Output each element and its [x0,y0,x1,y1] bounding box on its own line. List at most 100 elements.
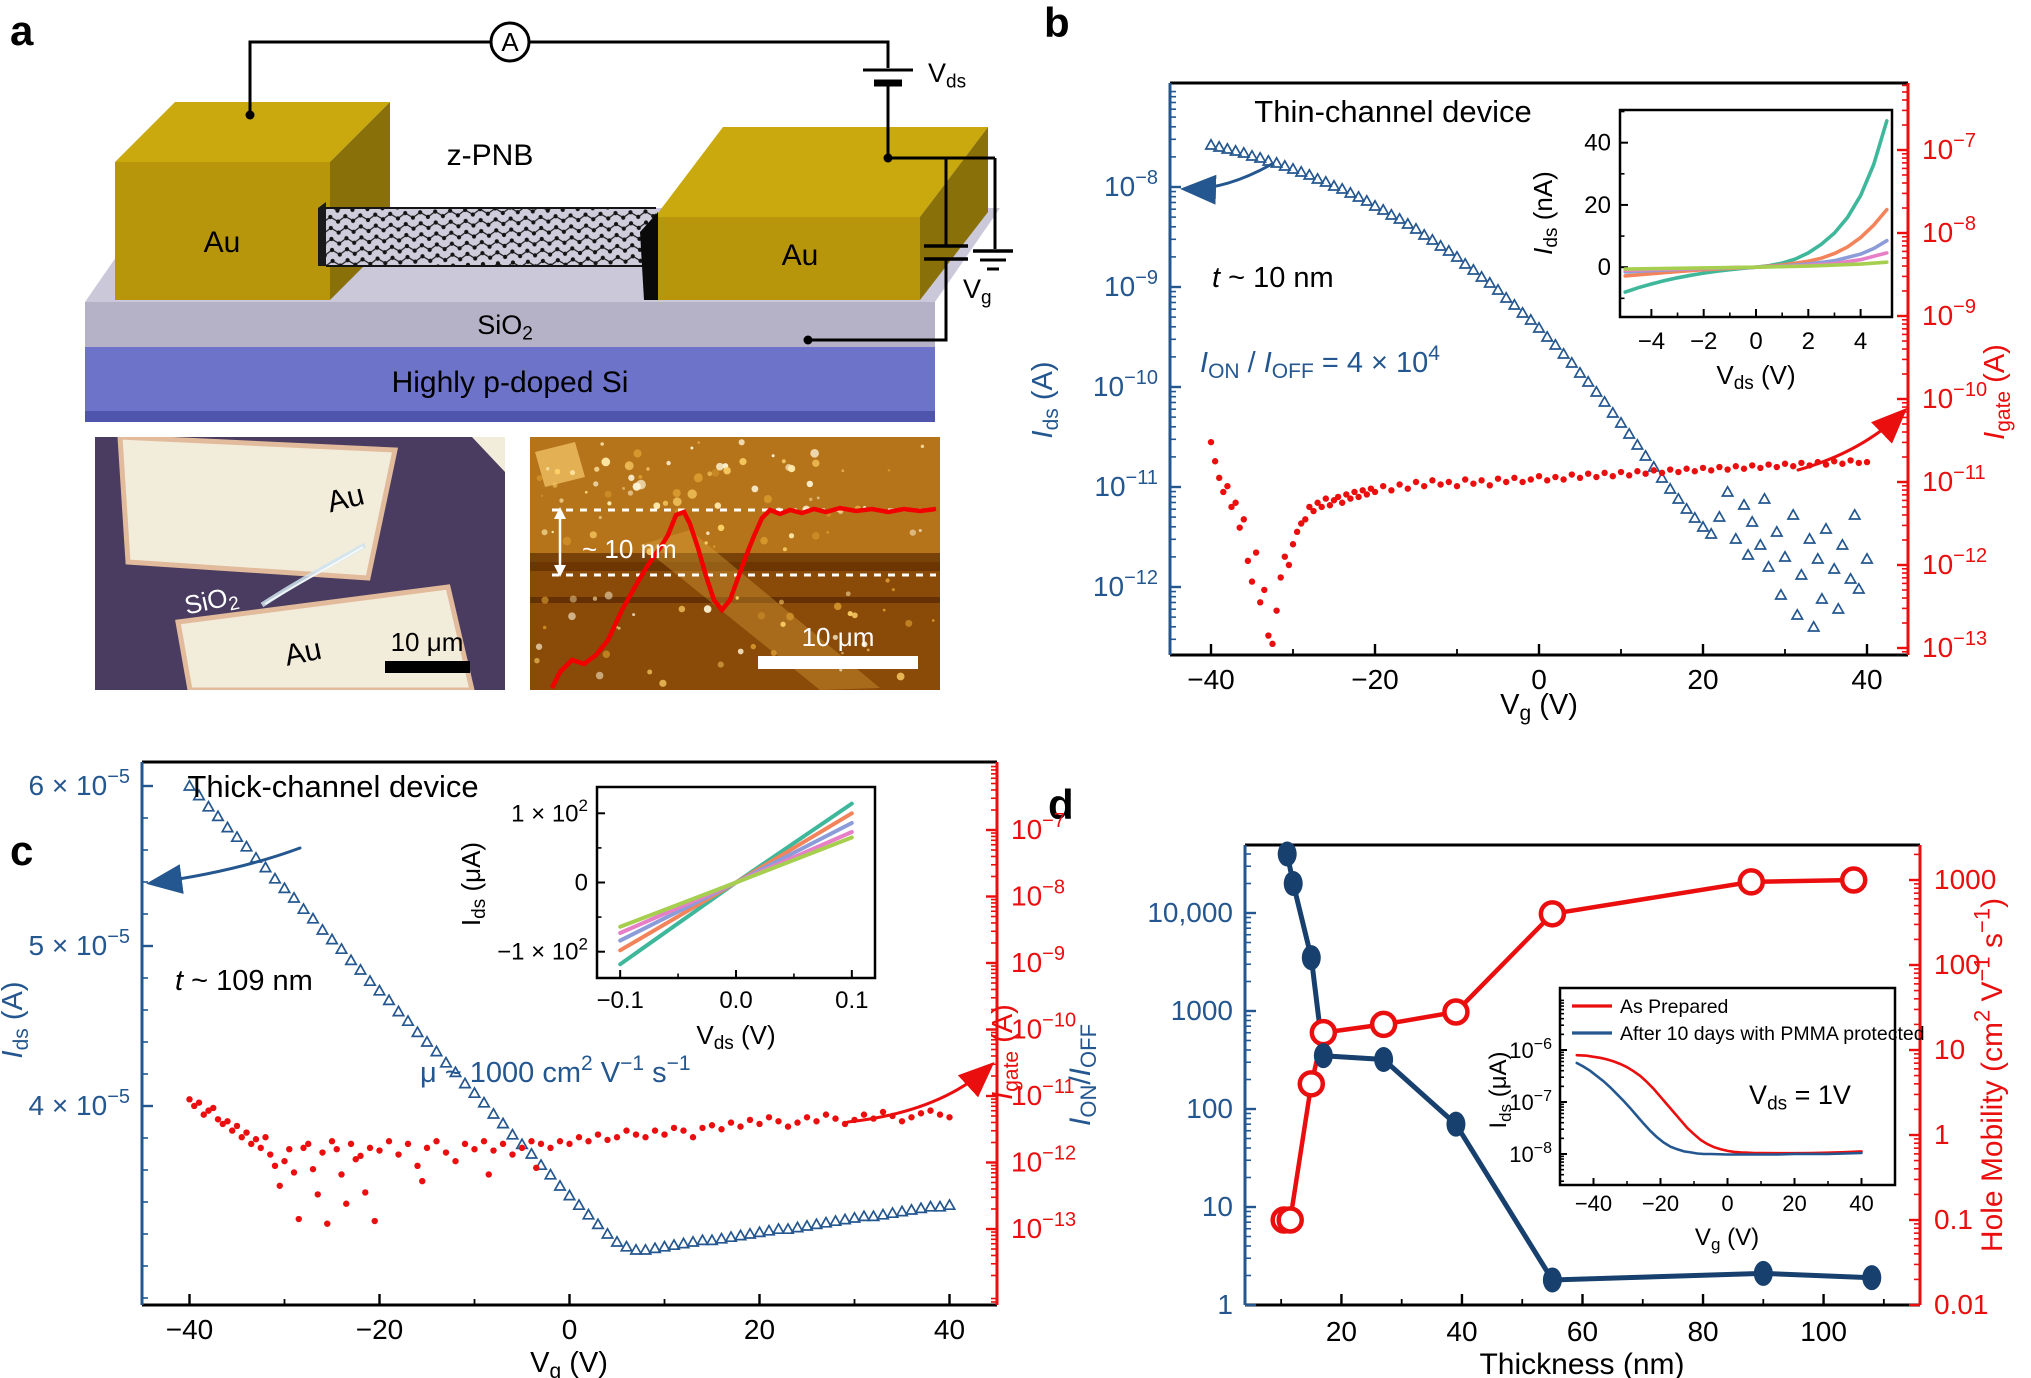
svg-text:−2: −2 [1690,328,1717,355]
svg-text:−40: −40 [1575,1191,1612,1216]
svg-text:−40: −40 [1187,664,1235,695]
optical-scalebar [385,661,470,673]
svg-text:1 × 102: 1 × 102 [511,796,588,827]
svg-text:4 × 10−5: 4 × 10−5 [29,1086,130,1121]
right-electrode-side [920,127,988,300]
svg-text:0: 0 [562,1314,578,1345]
si-bottom-edge [85,411,935,422]
svg-text:0.0: 0.0 [719,987,752,1014]
svg-text:80: 80 [1687,1316,1718,1347]
svg-text:10−11: 10−11 [1094,467,1158,502]
panel-c-label: c [10,827,34,874]
svg-text:−20: −20 [1351,664,1399,695]
svg-text:10−7: 10−7 [1011,810,1065,845]
svg-text:10−8: 10−8 [1104,167,1158,202]
svg-text:Vg (V): Vg (V) [1500,689,1578,725]
svg-text:−4: −4 [1638,328,1665,355]
svg-text:Ids (nA): Ids (nA) [1528,171,1562,255]
svg-text:ION/IOFF: ION/IOFF [1064,1024,1101,1126]
sheet-left-edge [318,202,326,266]
afm-scalebar-label: 10 μm [802,622,875,652]
svg-text:Vds (V): Vds (V) [696,1020,775,1054]
substrate-label: Highly p-doped Si [392,366,629,399]
afm-speckles [534,439,935,687]
svg-text:10−11: 10−11 [1011,1076,1075,1111]
svg-text:Vds = 1V: Vds = 1V [1749,1080,1851,1114]
svg-text:0: 0 [1721,1191,1733,1216]
svg-text:−1 × 102: −1 × 102 [497,935,588,966]
ammeter-icon [489,21,531,63]
afm-nanosheet [640,530,880,690]
svg-text:60: 60 [1567,1316,1598,1347]
svg-text:10−12: 10−12 [1011,1143,1076,1178]
svg-text:10,000: 10,000 [1147,897,1233,928]
ground-icon [973,249,1013,271]
svg-text:20: 20 [1687,664,1718,695]
vds-battery-icon [863,68,913,87]
left-electrode-front [115,162,330,300]
svg-text:As Prepared: As Prepared [1620,996,1728,1018]
svg-text:Vds (V): Vds (V) [1716,360,1795,394]
svg-text:10−8: 10−8 [1922,213,1976,248]
svg-text:4: 4 [1854,328,1867,355]
panel-b-chart: −40 −20 0 20 4010−810−910−1010−1110−1210−710… [1027,81,2015,725]
optical-flake [260,542,367,608]
svg-text:1: 1 [1217,1289,1233,1320]
svg-text:40: 40 [1446,1316,1477,1347]
svg-text:10: 10 [1202,1191,1233,1222]
svg-text:−20: −20 [1642,1191,1679,1216]
svg-text:10−13: 10−13 [1011,1209,1076,1244]
svg-text:−0.1: −0.1 [596,987,643,1014]
svg-text:0: 0 [1749,328,1762,355]
svg-text:10−10: 10−10 [1011,1010,1076,1045]
svg-text:t ~ 10 nm: t ~ 10 nm [1212,262,1334,294]
svg-text:Ids (A): Ids (A) [1027,362,1063,439]
svg-text:1: 1 [1934,1119,1950,1150]
optical-scalebar-label: 10 μm [391,627,464,657]
afm-scalebar [758,656,918,669]
material-label: z-PNB [447,139,534,172]
panel-d-chart: 20 40 60 80 100110100100010,0000.010.1110100… [1064,841,2009,1378]
svg-text:ION / IOFF = 4 × 104: ION / IOFF = 4 × 104 [1200,342,1440,383]
svg-text:10: 10 [1934,1034,1965,1065]
svg-text:20: 20 [744,1314,775,1345]
svg-text:Thick-channel device: Thick-channel device [187,769,478,804]
svg-text:20: 20 [1326,1316,1357,1347]
svg-text:100: 100 [1934,949,1981,980]
optical-au-bottom-label: Au [282,633,325,673]
svg-text:0: 0 [1531,664,1547,695]
au-right-label: Au [782,239,819,272]
svg-text:Ids (μA): Ids (μA) [456,842,490,926]
sio2-label: SiO2 [477,310,533,344]
svg-text:After 10 days with PMMA protec: After 10 days with PMMA protected [1620,1023,1925,1045]
optical-au-pad-top [117,437,399,581]
svg-text:Ids (μA): Ids (μA) [1485,1051,1515,1128]
svg-text:100: 100 [1800,1316,1847,1347]
au-left-label: Au [204,226,241,259]
svg-text:Thin-channel device: Thin-channel device [1254,94,1531,129]
svg-text:Thickness (nm): Thickness (nm) [1479,1348,1684,1378]
left-electrode-top [115,102,390,162]
right-electrode-black-edge [640,212,658,300]
device-schematic: A Vds Vg z-PNB Au Au SiO2 Highly p-doped… [85,21,1013,422]
si-front-face [85,347,935,415]
panel-c-inset-chart: −0.1 0.0 0.1 1 × 102 0 −1 × 102 Vds (V) Ids (μA… [456,785,877,1054]
svg-text:10−8: 10−8 [1509,1140,1552,1167]
svg-text:0: 0 [575,870,588,897]
contact-dot-source [245,110,255,120]
svg-text:10−9: 10−9 [1922,296,1976,331]
svg-text:40: 40 [934,1314,965,1345]
svg-text:μ ~ 1000 cm2 V−1 s−1: μ ~ 1000 cm2 V−1 s−1 [420,1052,691,1089]
panel-b-label: b [1044,0,1070,46]
sio2-front-face [85,302,935,347]
contact-dot-drain [883,153,893,163]
svg-text:1000: 1000 [1171,995,1233,1026]
svg-text:10−9: 10−9 [1011,943,1065,978]
svg-text:40: 40 [1584,130,1611,157]
svg-text:t ~ 109 nm: t ~ 109 nm [175,965,313,997]
svg-text:6 × 10−5: 6 × 10−5 [29,766,130,801]
contact-dot-gate [803,335,813,345]
afm-bright-patch [535,442,585,487]
afm-image: ~ 10 nm 10 μm [530,437,940,690]
